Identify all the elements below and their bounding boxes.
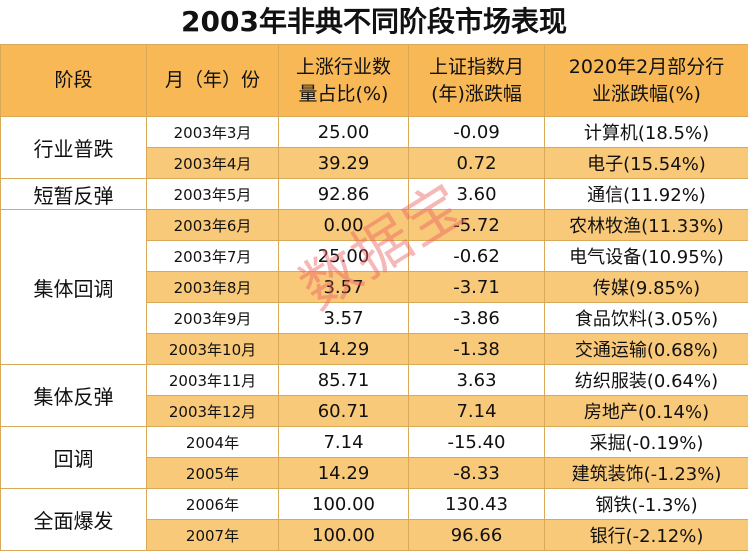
ratio-cell: 25.00 (278, 116, 409, 148)
table-row: 全面爆发 2006年 100.00 130.43 钢铁(-1.3%) (0, 488, 748, 551)
table-row: 集体反弹 2003年11月 85.71 3.63 纺织服装(0.64%) (0, 364, 748, 427)
industry-cell: 计算机(18.5%) (544, 116, 748, 148)
ratio-cell: 100.00 (278, 488, 409, 520)
month-cell: 2003年4月 (146, 147, 279, 179)
industry-cell: 建筑装饰(-1.23%) (544, 457, 748, 489)
industry-cell: 房地产(0.14%) (544, 395, 748, 427)
table-row: 2003年8月 3.57 -3.71 传媒(9.85%) (1, 271, 748, 303)
month-cell: 2003年5月 (146, 178, 279, 210)
table-row: 回调 2004年 7.14 -15.40 采掘(-0.19%) (0, 426, 748, 489)
index-cell: -5.72 (408, 209, 545, 241)
index-cell: -15.40 (408, 426, 545, 458)
index-cell: -3.71 (408, 271, 545, 303)
index-cell: -0.62 (408, 240, 545, 272)
table-row: 2003年12月 60.71 7.14 房地产(0.14%) (1, 395, 748, 427)
table-row: 集体回调 2003年6月 0.00 -5.72 农林牧渔(11.33%) (0, 209, 748, 365)
header-ratio-line1: 上涨行业数 (295, 55, 391, 78)
header-ratio-line2: 量占比(%) (298, 82, 389, 105)
ratio-cell: 92.86 (278, 178, 409, 210)
industry-cell: 通信(11.92%) (544, 178, 748, 210)
ratio-cell: 3.57 (278, 302, 409, 334)
stage-cell: 回调 (0, 426, 147, 489)
month-cell: 2003年11月 (146, 364, 279, 396)
header-row: 阶段 月（年）份 上涨行业数 量占比(%) 上证指数月 (年)涨跌幅 2020年… (0, 44, 748, 117)
month-cell: 2005年 (146, 457, 279, 489)
table-row: 2003年4月 39.29 0.72 电子(15.54%) (1, 147, 748, 179)
table-row: 2003年10月 14.29 -1.38 交通运输(0.68%) (1, 333, 748, 365)
industry-cell: 电气设备(10.95%) (544, 240, 748, 272)
month-cell: 2003年8月 (146, 271, 279, 303)
ratio-cell: 14.29 (278, 457, 409, 489)
ratio-cell: 60.71 (278, 395, 409, 427)
header-ratio: 上涨行业数 量占比(%) (278, 44, 409, 117)
table-row: 2007年 100.00 96.66 银行(-2.12%) (1, 519, 748, 551)
header-month: 月（年）份 (146, 44, 279, 117)
ratio-cell: 3.57 (278, 271, 409, 303)
index-cell: -1.38 (408, 333, 545, 365)
header-industry-line2: 业涨跌幅(%) (592, 82, 701, 105)
index-cell: -3.86 (408, 302, 545, 334)
stage-cell: 集体反弹 (0, 364, 147, 427)
industry-cell: 交通运输(0.68%) (544, 333, 748, 365)
ratio-cell: 85.71 (278, 364, 409, 396)
stage-cell: 集体回调 (0, 209, 147, 365)
ratio-cell: 7.14 (278, 426, 409, 458)
header-index: 上证指数月 (年)涨跌幅 (408, 44, 545, 117)
ratio-cell: 39.29 (278, 147, 409, 179)
industry-cell: 传媒(9.85%) (544, 271, 748, 303)
ratio-cell: 100.00 (278, 519, 409, 551)
header-index-line1: 上证指数月 (428, 55, 524, 78)
index-cell: -0.09 (408, 116, 545, 148)
header-index-line2: (年)涨跌幅 (431, 82, 522, 105)
index-cell: -8.33 (408, 457, 545, 489)
month-cell: 2004年 (146, 426, 279, 458)
market-table: 阶段 月（年）份 上涨行业数 量占比(%) 上证指数月 (年)涨跌幅 2020年… (0, 44, 748, 551)
ratio-cell: 0.00 (278, 209, 409, 241)
table-row: 2003年7月 25.00 -0.62 电气设备(10.95%) (1, 240, 748, 272)
table-row: 短暂反弹 2003年5月 92.86 3.60 通信(11.92%) (0, 178, 748, 210)
month-cell: 2003年3月 (146, 116, 279, 148)
industry-cell: 电子(15.54%) (544, 147, 748, 179)
month-cell: 2003年6月 (146, 209, 279, 241)
table-row: 行业普跌 2003年3月 25.00 -0.09 计算机(18.5%) (0, 116, 748, 179)
header-industry-2020: 2020年2月部分行 业涨跌幅(%) (544, 44, 748, 117)
header-industry-line1: 2020年2月部分行 (568, 55, 725, 78)
industry-cell: 银行(-2.12%) (544, 519, 748, 551)
index-cell: 96.66 (408, 519, 545, 551)
month-cell: 2006年 (146, 488, 279, 520)
table-row: 2003年9月 3.57 -3.86 食品饮料(3.05%) (1, 302, 748, 334)
industry-cell: 采掘(-0.19%) (544, 426, 748, 458)
industry-cell: 纺织服装(0.64%) (544, 364, 748, 396)
index-cell: 3.60 (408, 178, 545, 210)
month-cell: 2003年7月 (146, 240, 279, 272)
header-stage: 阶段 (0, 44, 147, 117)
month-cell: 2007年 (146, 519, 279, 551)
page-title: 2003年非典不同阶段市场表现 (181, 5, 567, 38)
ratio-cell: 25.00 (278, 240, 409, 272)
industry-cell: 农林牧渔(11.33%) (544, 209, 748, 241)
stage-cell: 全面爆发 (0, 488, 147, 551)
ratio-cell: 14.29 (278, 333, 409, 365)
industry-cell: 钢铁(-1.3%) (544, 488, 748, 520)
month-cell: 2003年12月 (146, 395, 279, 427)
index-cell: 3.63 (408, 364, 545, 396)
stage-cell: 短暂反弹 (0, 178, 147, 210)
month-cell: 2003年10月 (146, 333, 279, 365)
industry-cell: 食品饮料(3.05%) (544, 302, 748, 334)
index-cell: 130.43 (408, 488, 545, 520)
index-cell: 0.72 (408, 147, 545, 179)
index-cell: 7.14 (408, 395, 545, 427)
month-cell: 2003年9月 (146, 302, 279, 334)
stage-cell: 行业普跌 (0, 116, 147, 179)
table-row: 2005年 14.29 -8.33 建筑装饰(-1.23%) (1, 457, 748, 489)
